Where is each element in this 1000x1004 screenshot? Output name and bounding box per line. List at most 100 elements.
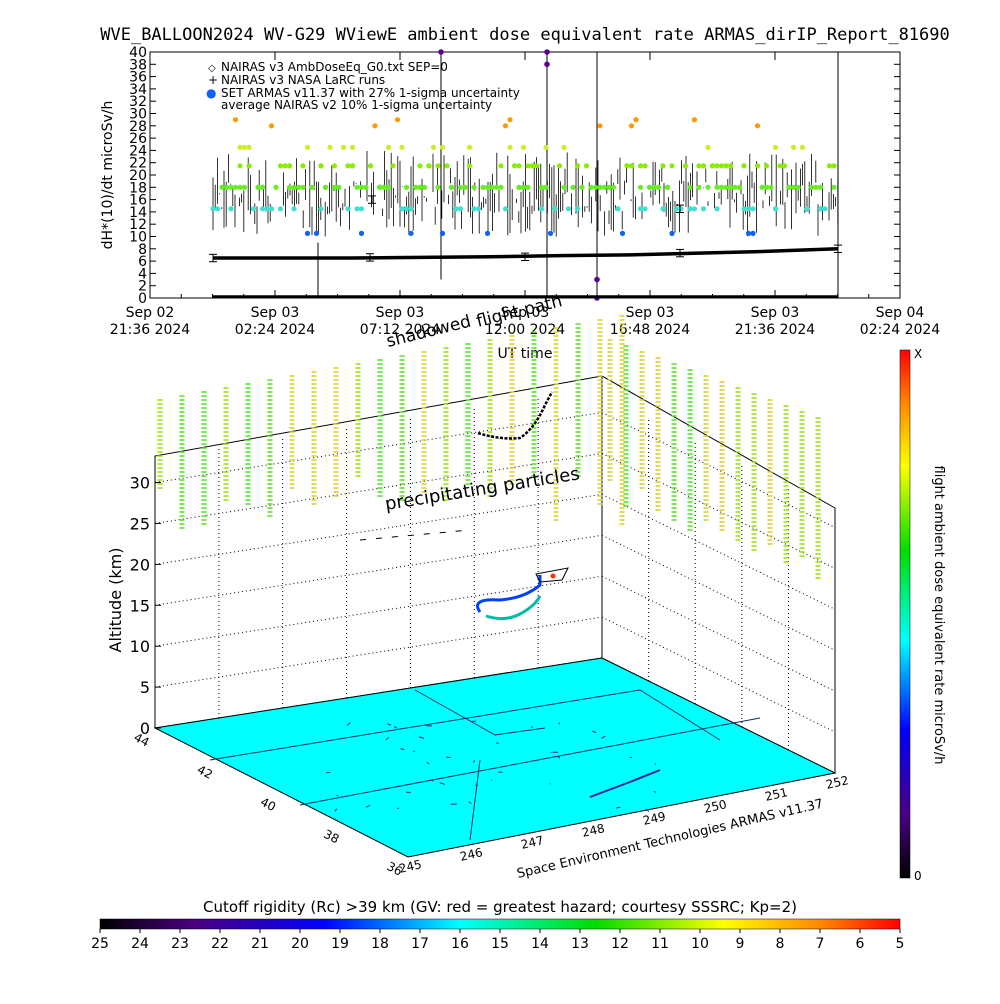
- armas-point: [259, 206, 266, 212]
- legend-label-nairas-v3: NAIRAS v3 AmbDoseEq_G0.txt SEP=0: [221, 60, 448, 74]
- dose-curtain-column: [399, 355, 405, 501]
- colorbar-tick-label: 11: [651, 936, 669, 952]
- dose-curtain-column: [671, 363, 677, 521]
- armas-point: [426, 163, 432, 169]
- wall-gridline-right: [601, 453, 836, 569]
- armas-point: [385, 144, 392, 150]
- armas-point: [570, 184, 576, 190]
- armas-point: [291, 184, 297, 190]
- armas-point: [565, 206, 572, 212]
- armas-point: [462, 184, 468, 190]
- armas-point: [255, 184, 261, 190]
- x-tick-label-date: Sep 03: [376, 305, 425, 321]
- dose-curtain-column: [639, 351, 645, 489]
- colorbar-tick-label: 13: [571, 936, 589, 952]
- armas-point: [304, 230, 311, 236]
- armas-point: [705, 184, 711, 190]
- altitude-tick-label: 30: [130, 474, 150, 493]
- altitude-tick-group: 0 5 10 15 20 25 30: [130, 456, 161, 738]
- armas-point: [466, 144, 473, 150]
- armas-point: [606, 184, 612, 190]
- dose-curtain-column: [487, 339, 493, 497]
- armas-point: [597, 184, 603, 190]
- armas-outlier: [594, 276, 600, 283]
- colorbar-tick-label: 7: [816, 936, 825, 952]
- armas-point: [214, 206, 221, 212]
- armas-point: [777, 163, 783, 169]
- armas-point: [525, 163, 531, 169]
- dose-curtains: [157, 315, 821, 579]
- armas-point: [556, 163, 563, 169]
- armas-point: [268, 206, 275, 212]
- armas-point: [471, 184, 477, 190]
- dose-curtain-column: [421, 351, 427, 493]
- armas-point: [651, 184, 657, 190]
- y-tick-label: 22: [129, 156, 147, 172]
- armas-point: [403, 184, 410, 190]
- dose-curtain-column: [465, 343, 471, 485]
- armas-point: [745, 230, 752, 236]
- armas-point: [741, 206, 747, 212]
- armas-point: [358, 184, 365, 190]
- terrain-contour-strong: [589, 769, 661, 798]
- x-tick-label-date: Sep 03: [501, 305, 550, 321]
- armas-point: [642, 206, 648, 212]
- armas-point: [831, 163, 837, 169]
- wall-gridline-right: [601, 616, 836, 733]
- top-data-group: [209, 49, 842, 301]
- top-y-axis-label: dH*(10)/dt microSv/h: [100, 101, 116, 250]
- y-tick-label: 30: [129, 107, 147, 123]
- x-tick-label-time: 16:48 2024: [610, 322, 691, 338]
- grid-3d: [154, 398, 836, 750]
- x-tick-label-time: 21:36 2024: [110, 322, 191, 338]
- armas-point: [637, 184, 644, 190]
- armas-point: [349, 163, 356, 169]
- legend-label-armas: SET ARMAS v11.37 with 27% 1-sigma uncert…: [221, 86, 520, 100]
- latitude-tick-group: 44 42 40 38 36: [132, 730, 405, 878]
- armas-point: [543, 144, 549, 150]
- armas-point: [642, 163, 648, 169]
- armas-point: [421, 184, 428, 190]
- armas-point: [430, 144, 437, 150]
- armas-point: [471, 206, 477, 212]
- armas-point: [808, 184, 815, 190]
- armas-point: [696, 184, 702, 190]
- armas-point: [228, 184, 234, 190]
- altitude-tick-label: 5: [140, 678, 150, 697]
- latitude-tick-label: 40: [258, 795, 278, 814]
- armas-point: [309, 184, 315, 190]
- armas-point: [268, 123, 275, 129]
- flight-track-dash: [359, 529, 471, 541]
- right-colorbar-label: flight ambient dose equivalent rate micr…: [931, 466, 946, 765]
- armas-point: [687, 184, 693, 190]
- dose-curtain-column: [311, 371, 317, 505]
- x-tick-label-date: Sep 02: [126, 305, 175, 321]
- dose-curtain-column: [751, 393, 757, 551]
- legend: ◇ NAIRAS v3 AmbDoseEq_G0.txt SEP=0 + NAI…: [206, 60, 520, 112]
- armas-point: [439, 230, 446, 236]
- dose-curtain-column: [553, 327, 559, 521]
- longitude-tick-label: 247: [520, 833, 545, 852]
- armas-point: [673, 206, 680, 212]
- armas-point: [367, 163, 374, 169]
- right-colorbar: [899, 349, 911, 879]
- armas-point: [745, 206, 752, 212]
- armas-point: [619, 230, 626, 236]
- state-boundary: [209, 689, 721, 761]
- armas-point: [736, 184, 743, 190]
- dose-curtain-column: [201, 391, 207, 525]
- armas-point: [300, 163, 306, 169]
- armas-point: [700, 163, 707, 169]
- wall-gridline-right: [601, 575, 836, 692]
- armas-point: [228, 206, 234, 212]
- armas-point: [493, 184, 500, 190]
- dose-curtain-column: [799, 411, 805, 557]
- armas-point: [714, 163, 720, 169]
- armas-point: [403, 206, 410, 212]
- armas-point: [516, 184, 522, 190]
- y-tick-label: 24: [129, 143, 147, 159]
- armas-point: [507, 144, 513, 150]
- armas-point: [318, 206, 324, 212]
- legend-label-larc: NAIRAS v3 NASA LaRC runs: [221, 73, 385, 87]
